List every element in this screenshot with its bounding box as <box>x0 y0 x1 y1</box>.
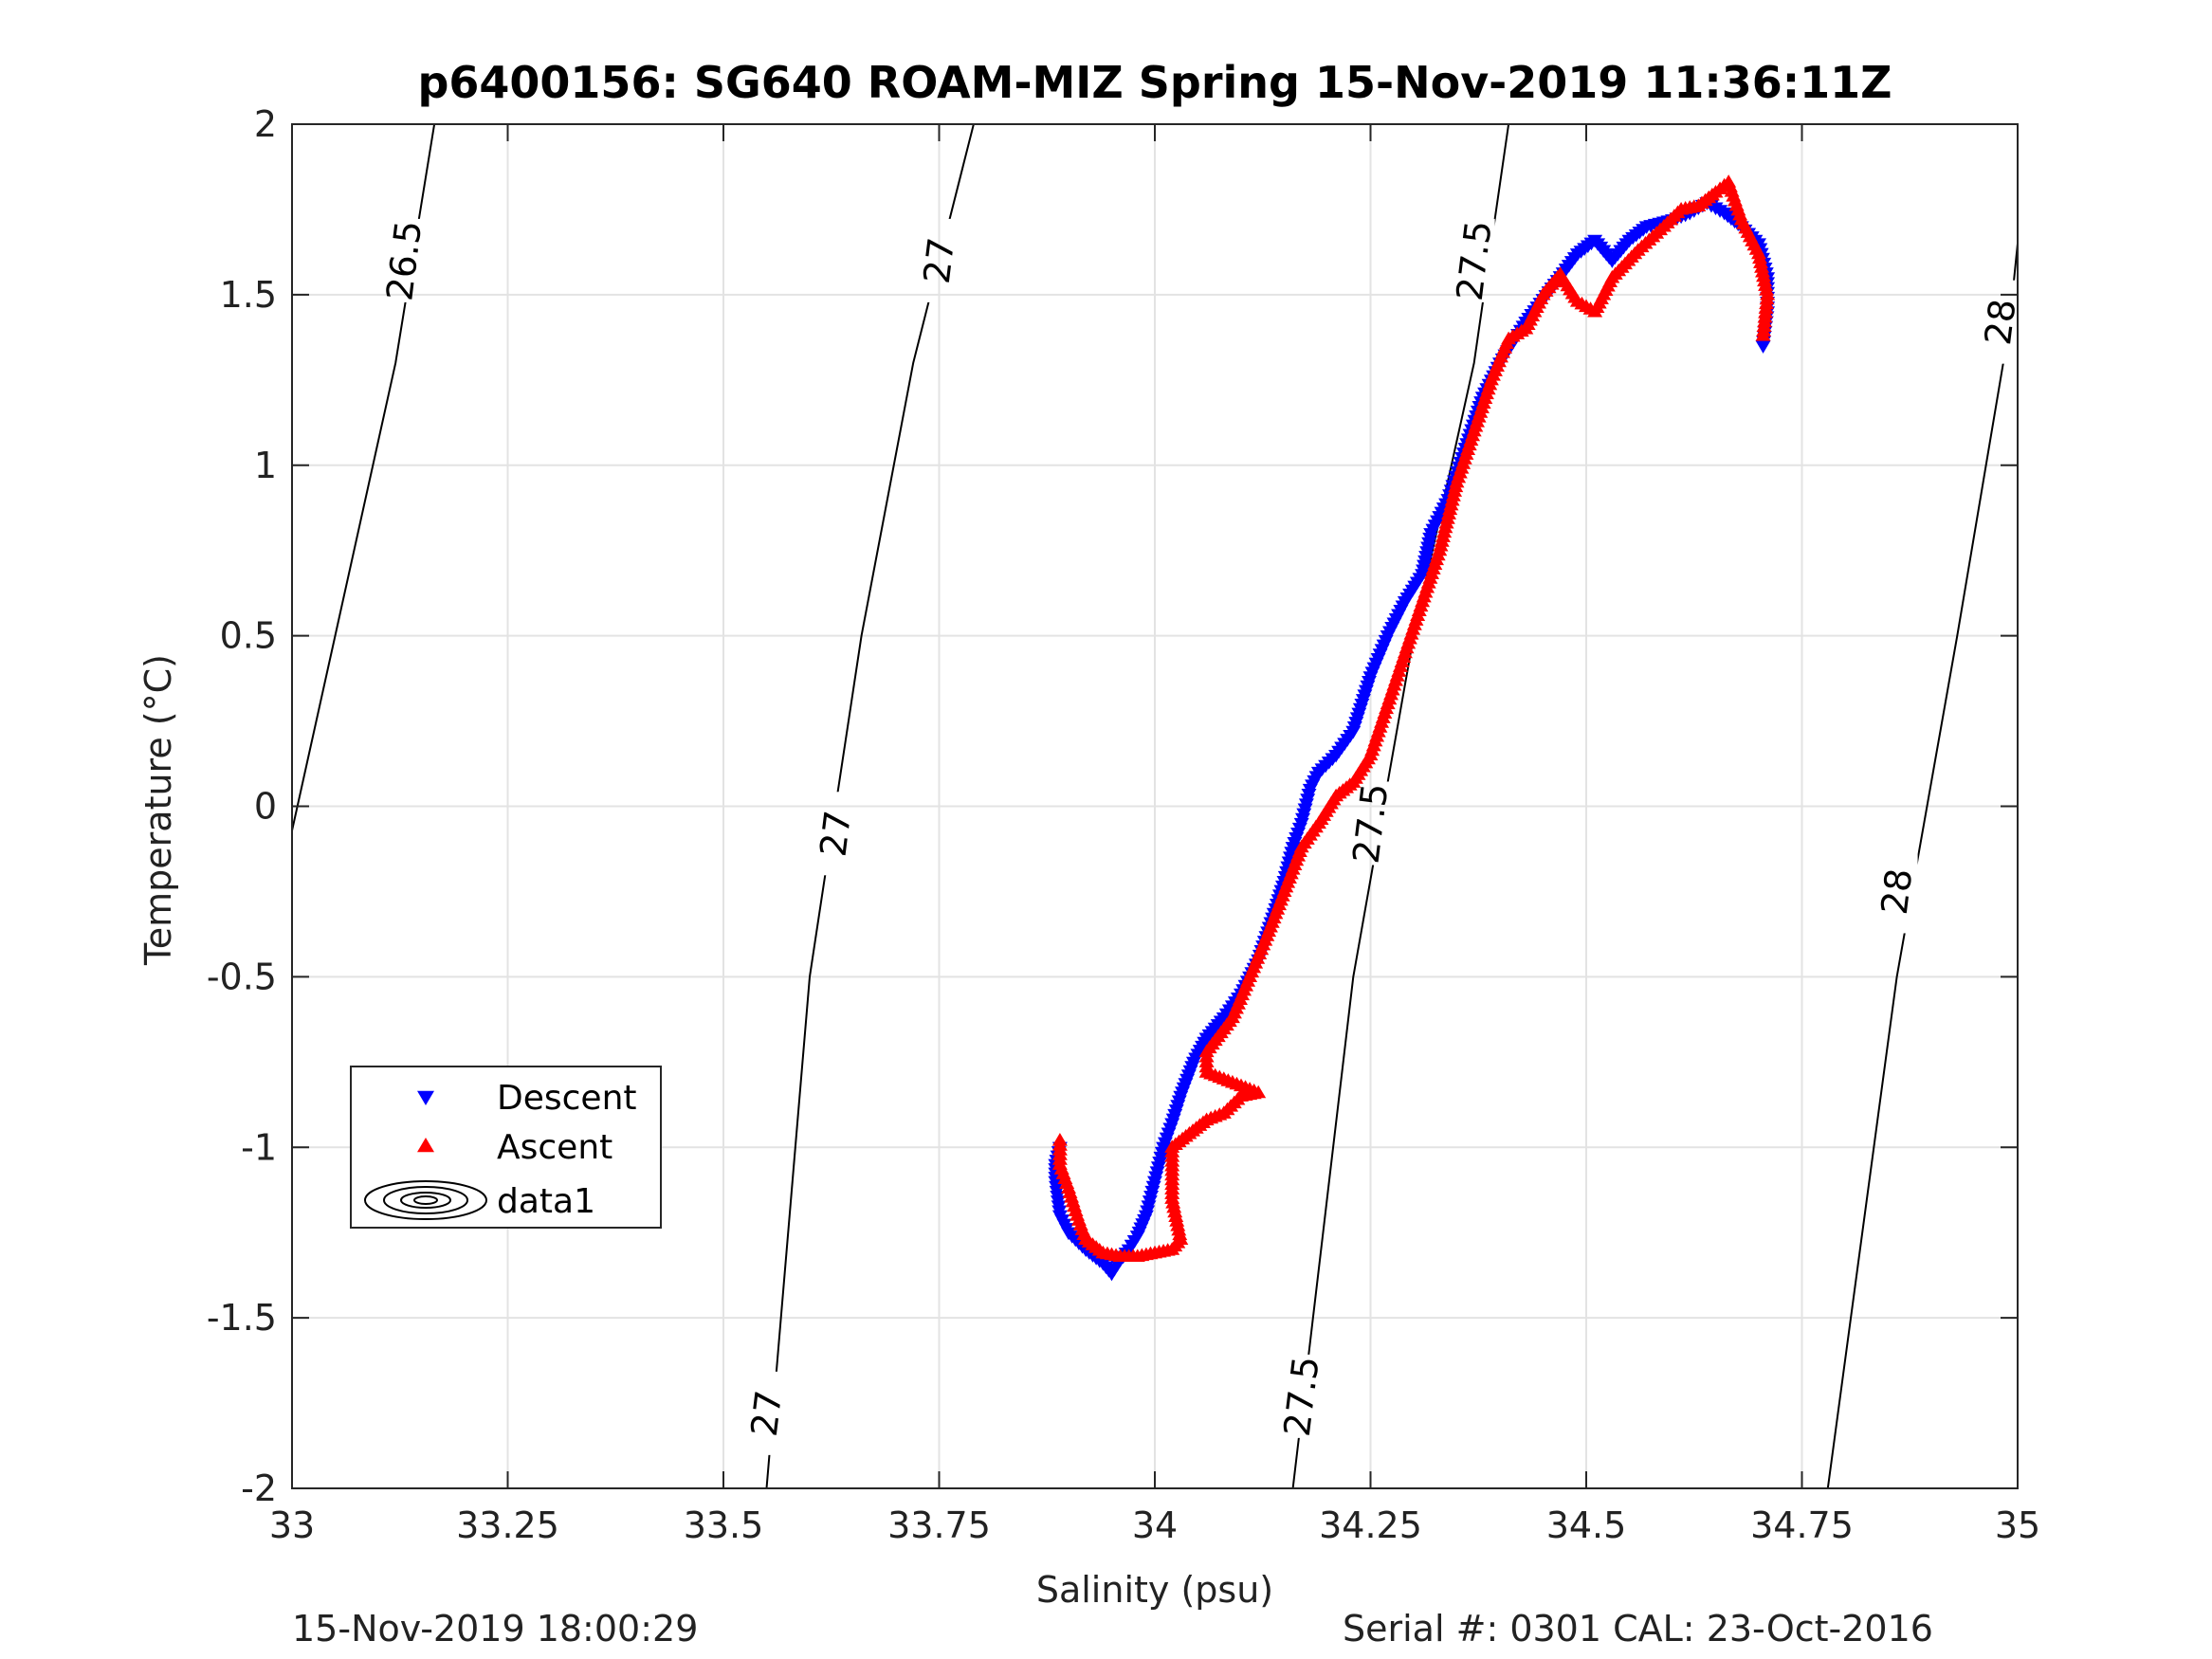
contour-label: 27.5 <box>1345 781 1397 866</box>
x-tick-label: 33.75 <box>887 1504 991 1546</box>
ascent-marker <box>1755 328 1771 341</box>
y-tick-label: 0.5 <box>220 615 277 657</box>
legend-contour-icon <box>383 1186 468 1214</box>
legend-contour-icon <box>400 1192 451 1209</box>
contour-line-26.5 <box>292 124 436 835</box>
y-tick-label: -1 <box>241 1126 277 1168</box>
legend-ascent-marker <box>417 1138 434 1153</box>
y-tick-label: 1.5 <box>220 274 277 316</box>
contour-label: 28 <box>1874 866 1921 917</box>
descent-marker <box>1755 340 1771 354</box>
x-tick-label: 34.5 <box>1546 1504 1627 1546</box>
x-tick-label: 34.75 <box>1750 1504 1854 1546</box>
legend: Descent Ascent data1 <box>350 1066 662 1229</box>
legend-contour-label: data1 <box>497 1182 595 1221</box>
contour-line-27 <box>765 124 975 1488</box>
x-tick-label: 33 <box>269 1504 315 1546</box>
x-axis-label: Salinity (psu) <box>1036 1569 1273 1611</box>
contour-label: 27 <box>813 809 860 859</box>
contour-label: 27 <box>743 1388 791 1438</box>
x-tick-label: 35 <box>1995 1504 2040 1546</box>
x-tick-label: 34 <box>1132 1504 1178 1546</box>
y-tick-label: -2 <box>241 1468 277 1509</box>
legend-contour-icon <box>413 1195 438 1205</box>
y-tick-label: -1.5 <box>207 1297 277 1339</box>
contour-label: 27 <box>916 235 963 285</box>
contour-line-28 <box>1826 243 2018 1488</box>
legend-box <box>350 1066 662 1229</box>
descent-series <box>1048 197 1776 1282</box>
axes: 33 33.25 33.5 33.75 34 34.25 34.5 34.75 35 2 1.5 1 0… <box>207 103 2040 1546</box>
contour-label: 27.5 <box>1449 218 1500 302</box>
x-tick-label: 33.5 <box>684 1504 764 1546</box>
y-axis-label: Temperature (°C) <box>137 654 179 966</box>
contour-label: 27.5 <box>1276 1354 1327 1438</box>
ascent-series <box>1051 174 1776 1262</box>
legend-descent-label: Descent <box>497 1079 637 1118</box>
y-tick-label: 1 <box>254 445 277 486</box>
footer-timestamp: 15-Nov-2019 18:00:29 <box>292 1608 699 1650</box>
y-tick-label: 2 <box>254 103 277 145</box>
y-tick-label: 0 <box>254 786 277 828</box>
contour-label: 26.5 <box>378 218 430 302</box>
legend-contour-icon <box>364 1180 487 1220</box>
y-tick-label: -0.5 <box>207 956 277 997</box>
x-tick-label: 34.25 <box>1319 1504 1422 1546</box>
legend-ascent-label: Ascent <box>497 1128 612 1167</box>
density-contours: 26.5 27 27 27 27.5 27.5 27.5 28 28 <box>292 124 2024 1488</box>
chart-title: p6400156: SG640 ROAM-MIZ Spring 15-Nov-2… <box>417 57 1892 108</box>
legend-descent-marker <box>417 1090 434 1105</box>
footer-serial-cal: Serial #: 0301 CAL: 23-Oct-2016 <box>1343 1608 1933 1650</box>
x-tick-label: 33.25 <box>456 1504 559 1546</box>
contour-label: 28 <box>1977 297 2024 347</box>
